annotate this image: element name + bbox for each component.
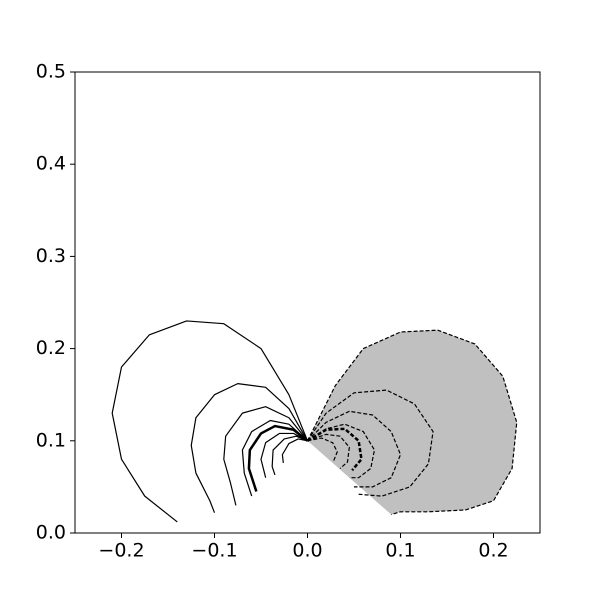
contour-line — [307, 437, 338, 462]
contour-line — [260, 432, 308, 478]
x-tick-label: −0.2 — [98, 540, 144, 562]
contour-line — [271, 435, 308, 476]
x-tick-label: −0.1 — [191, 540, 237, 562]
y-tick-label: 0.1 — [36, 429, 66, 451]
contour-line — [223, 406, 308, 506]
y-tick-label: 0.3 — [36, 245, 66, 267]
contour-line — [307, 389, 434, 497]
contour-line — [190, 383, 309, 513]
x-tick-label: 0.1 — [385, 540, 415, 562]
contour-fill — [307, 330, 517, 515]
contour-line — [111, 320, 309, 523]
x-tick-label: 0.2 — [478, 540, 508, 562]
contour-line — [306, 427, 363, 472]
x-tick-label: 0.0 — [292, 540, 322, 562]
y-tick-label: 0.0 — [36, 522, 66, 544]
y-tick-label: 0.5 — [36, 61, 66, 83]
contour-line — [247, 424, 309, 492]
contour-line — [241, 419, 308, 497]
contour-line — [307, 423, 376, 479]
contour-line — [281, 438, 308, 463]
y-tick-label: 0.4 — [36, 153, 66, 175]
y-tick-label: 0.2 — [36, 337, 66, 359]
contour-line — [307, 410, 402, 488]
